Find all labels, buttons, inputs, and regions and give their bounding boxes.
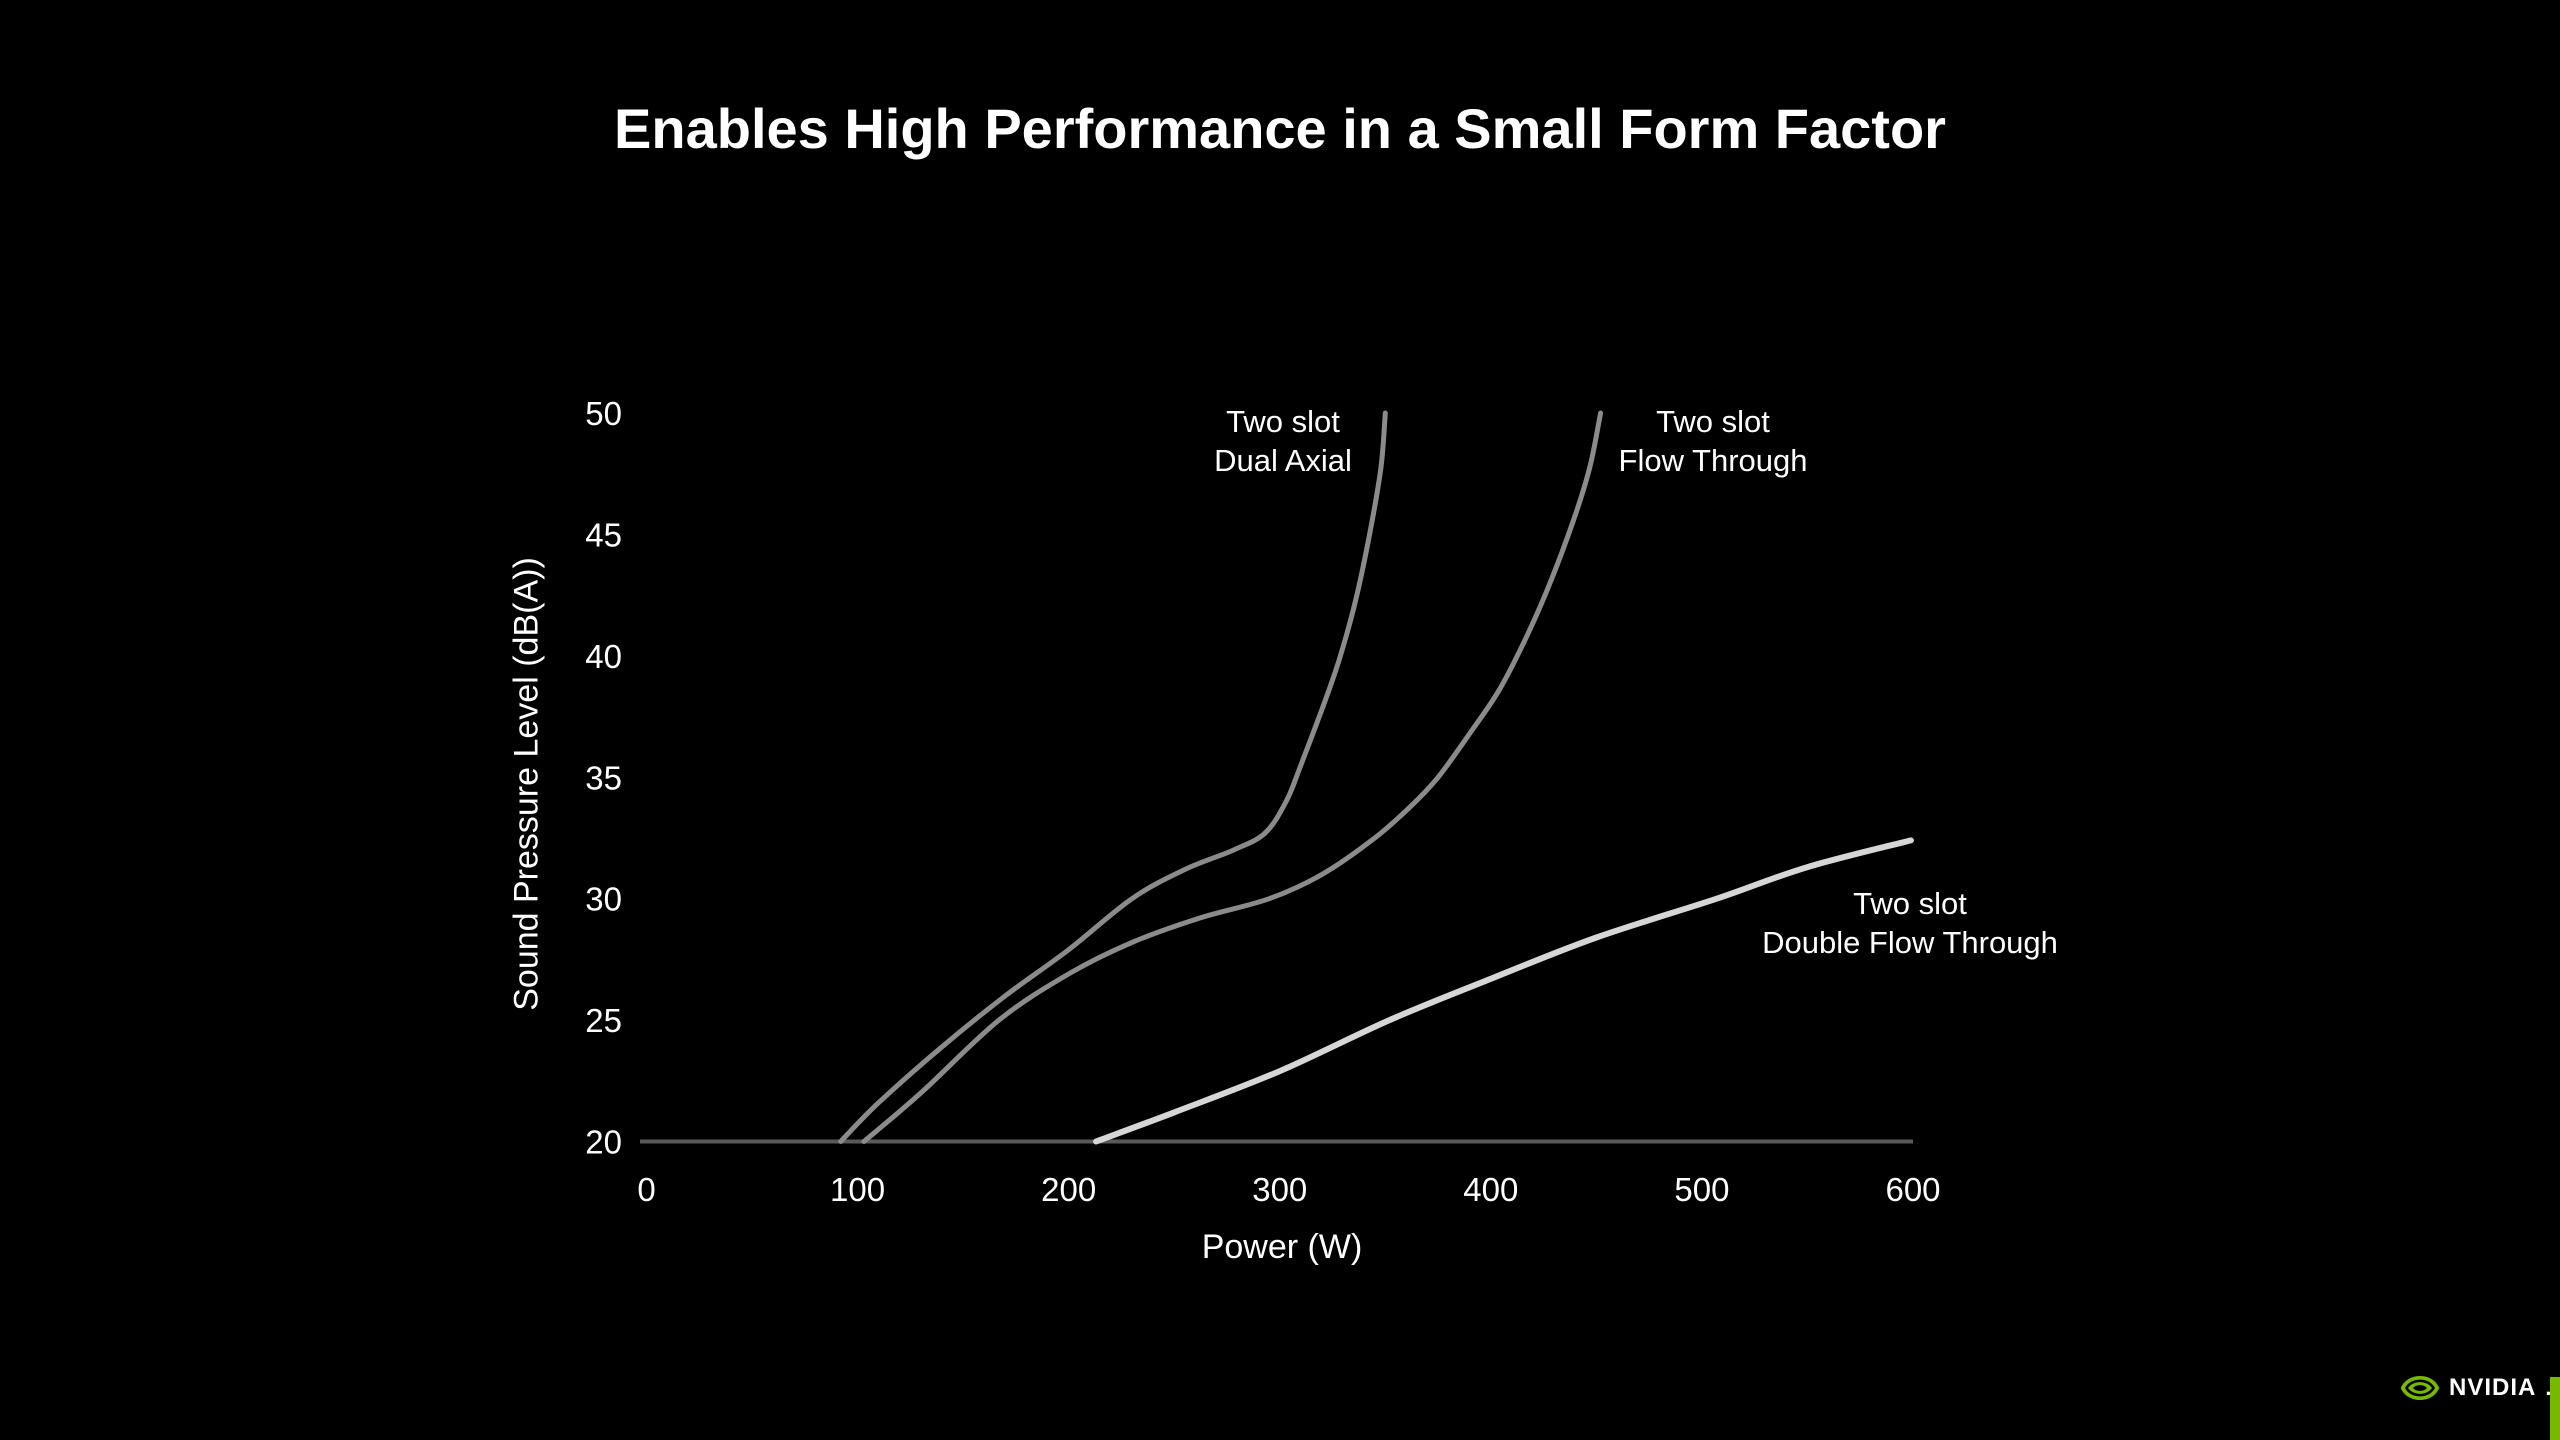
series-label-line: Dual Axial xyxy=(1214,443,1352,478)
nvidia-wordmark: NVIDIA xyxy=(2449,1374,2537,1401)
y-tick-label: 40 xyxy=(585,638,622,675)
series-label-0: Two slot Dual Axial xyxy=(1214,402,1352,480)
x-tick-label: 600 xyxy=(1885,1171,1940,1208)
series-label-line: Flow Through xyxy=(1618,443,1808,478)
series-line-2 xyxy=(1093,837,1914,1145)
y-tick-label: 30 xyxy=(585,881,622,918)
y-tick-label: 50 xyxy=(585,395,622,432)
x-tick-label: 300 xyxy=(1252,1171,1307,1208)
x-tick-label: 400 xyxy=(1463,1171,1518,1208)
y-tick-label: 25 xyxy=(585,1002,622,1039)
series-line-1 xyxy=(861,410,1604,1144)
x-tick-label: 200 xyxy=(1041,1171,1096,1208)
y-axis-title: Sound Pressure Level (dB(A)) xyxy=(507,557,546,1011)
series-line-0 xyxy=(838,410,1388,1144)
x-axis-title: Power (W) xyxy=(1201,1228,1363,1266)
series-label-line: Two slot xyxy=(1853,886,1967,921)
series-label-line: Double Flow Through xyxy=(1762,925,2058,960)
x-tick-label: 0 xyxy=(637,1171,655,1208)
slide-title: Enables High Performance in a Small Form… xyxy=(614,97,1946,160)
axis-tick-labels: 0 100 200 300 400 500 600 20 25 30 35 40 45 50 xyxy=(585,395,1940,1208)
series-label-2: Two slot Double Flow Through xyxy=(1762,884,2058,962)
y-tick-label: 35 xyxy=(585,759,622,796)
series-label-line: Two slot xyxy=(1226,404,1340,439)
nvidia-eye-icon xyxy=(2400,1376,2440,1400)
y-tick-label: 45 xyxy=(585,516,622,553)
registered-mark: . xyxy=(2545,1375,2552,1400)
chart-series-lines xyxy=(838,410,1914,1145)
accent-bar xyxy=(2550,1377,2560,1440)
x-tick-label: 100 xyxy=(830,1171,885,1208)
series-label-line: Two slot xyxy=(1656,404,1770,439)
nvidia-logo: NVIDIA. xyxy=(2400,1374,2551,1402)
series-label-1: Two slot Flow Through xyxy=(1619,402,1808,480)
x-tick-label: 500 xyxy=(1674,1171,1729,1208)
y-tick-label: 20 xyxy=(585,1124,622,1161)
